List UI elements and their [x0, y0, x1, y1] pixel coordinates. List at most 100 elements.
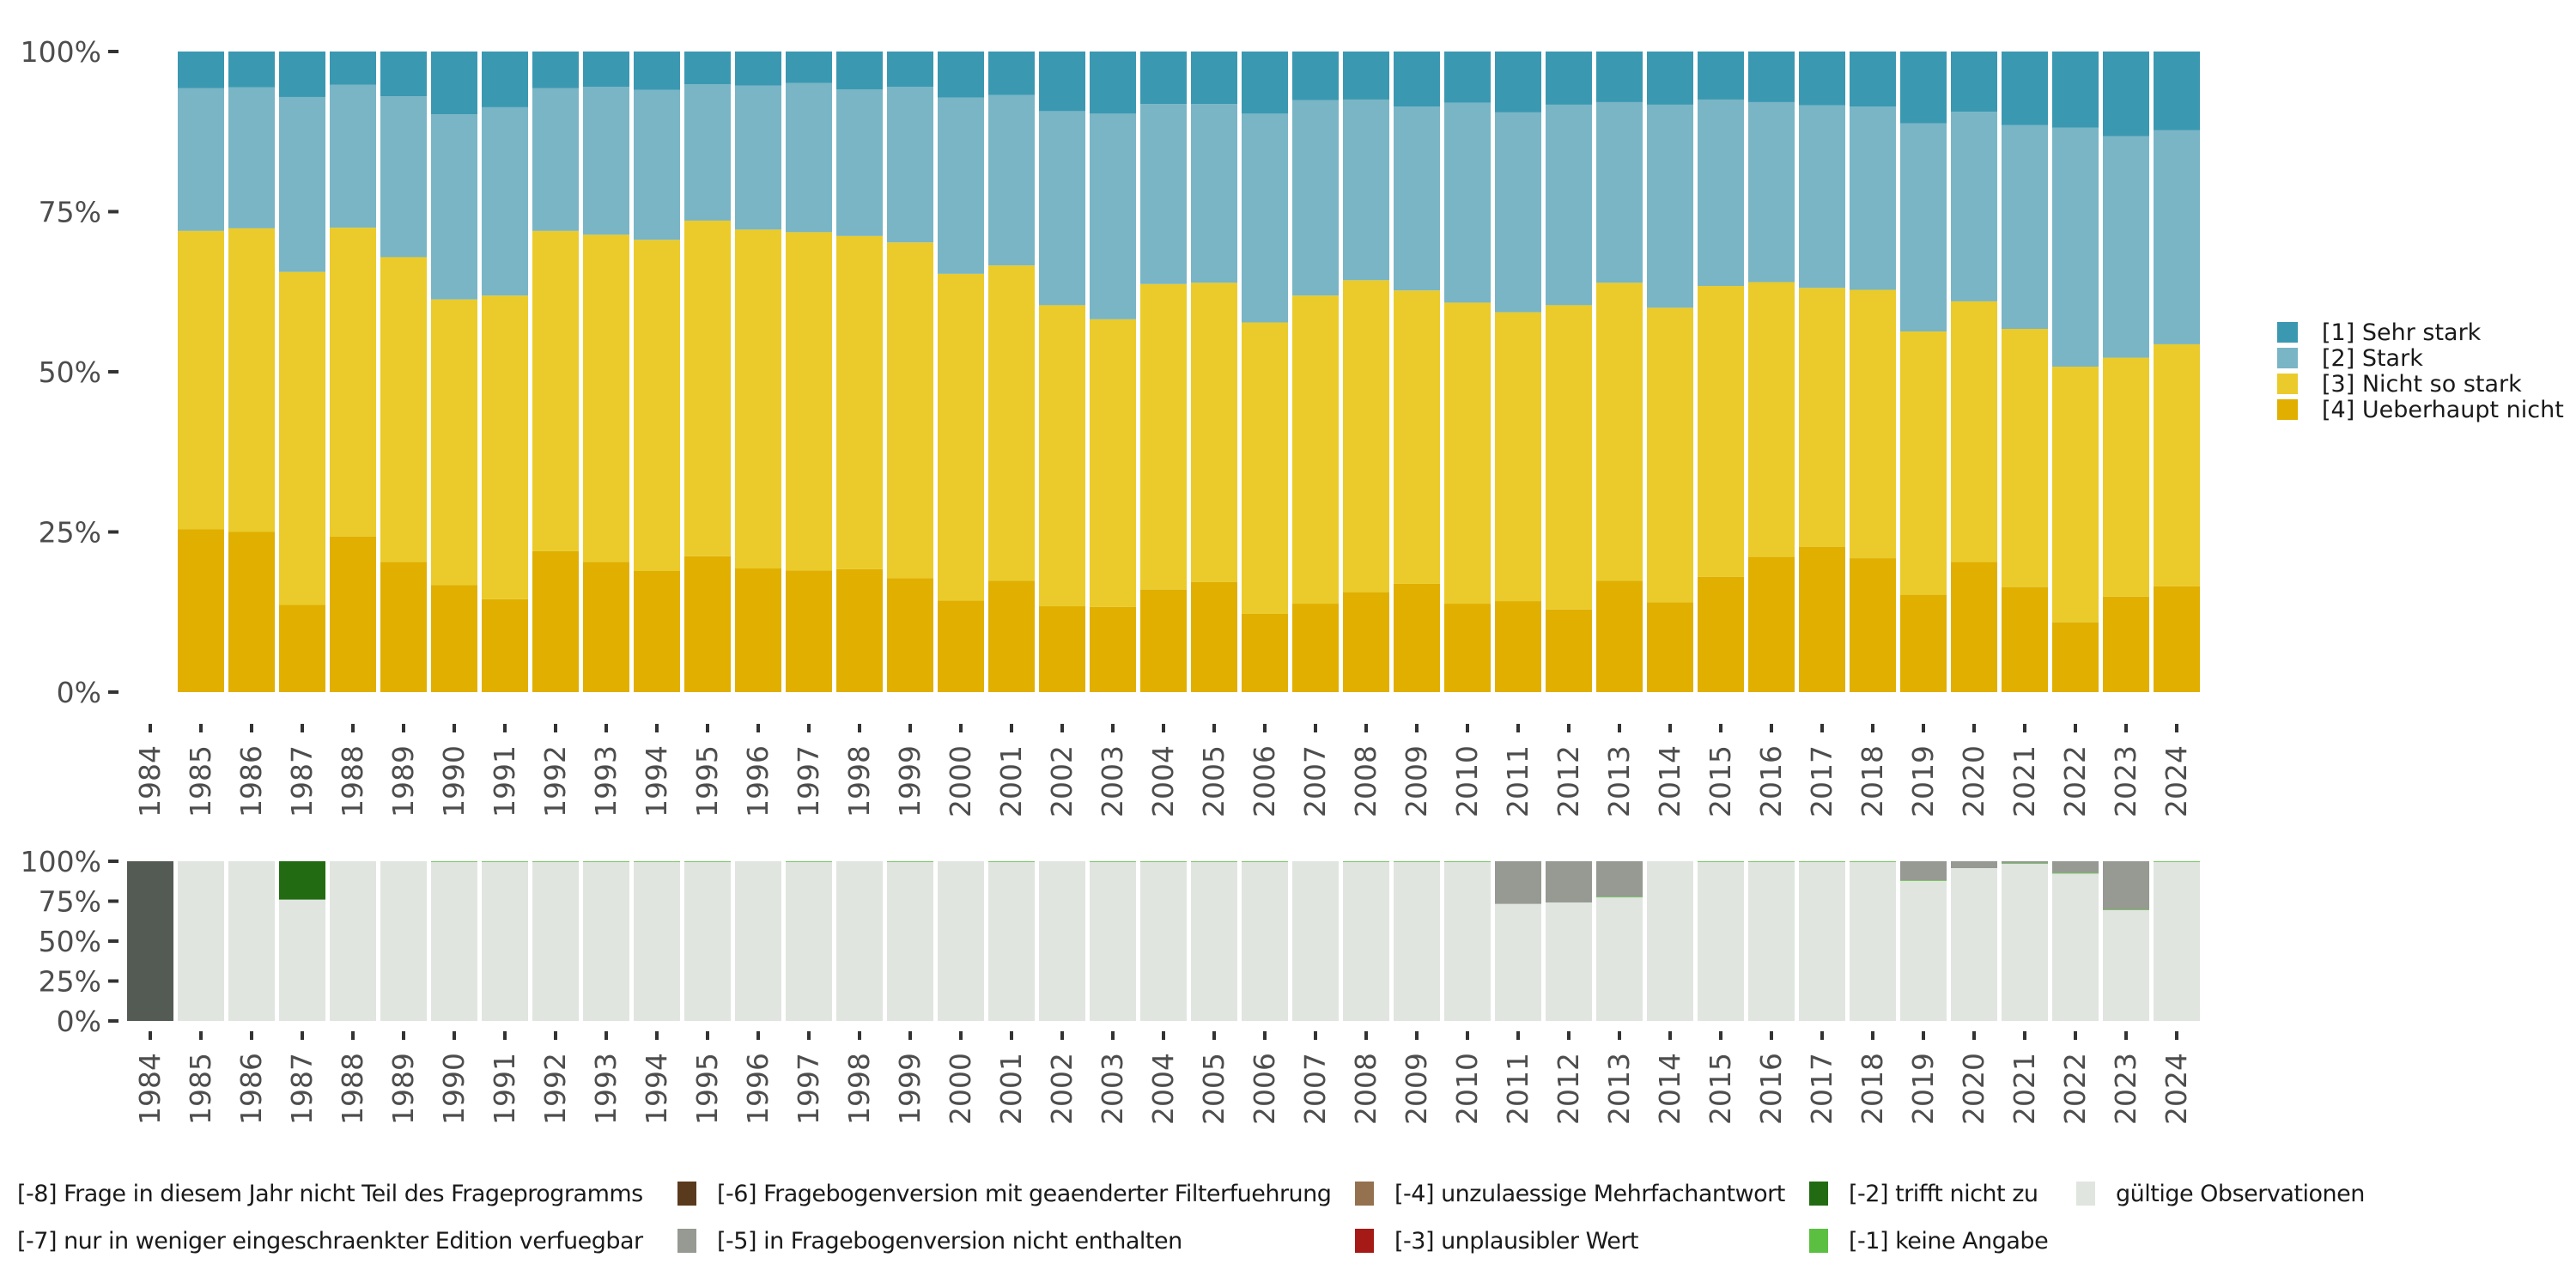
missing-bar-segment — [532, 861, 579, 862]
main-bar-segment — [2103, 136, 2149, 358]
missing-bar-segment — [1090, 861, 1136, 1021]
missing-bar-segment — [1546, 902, 1592, 1021]
missing-bar-segment — [735, 861, 781, 1021]
main-bar-segment — [532, 230, 579, 551]
missing-bar-segment — [1799, 861, 1845, 1021]
main-bar-segment — [1090, 606, 1136, 692]
legend-swatch — [2277, 348, 2298, 368]
legend-item-minus3: [-3] unplausibler Wert — [1355, 1224, 1639, 1258]
missing-legend: [-8] Frage in diesem Jahr nicht Teil des… — [0, 1176, 2576, 1271]
missing-bar-segment — [938, 861, 984, 1021]
missing-x-tick-label: 2014 — [1653, 1053, 1686, 1125]
missing-bar-segment — [279, 861, 325, 900]
missing-bar-segment — [380, 861, 427, 1021]
missing-x-tick-label: 1998 — [842, 1053, 876, 1125]
missing-x-axis: 1984 1985 1986 1987 1988 1989 1990 1991 1992 1993… — [133, 1031, 2193, 1125]
main-x-tick-label: 2008 — [1349, 745, 1382, 817]
main-bar-segment — [330, 52, 376, 85]
main-bar-segment — [1951, 562, 1997, 692]
main-bar-segment — [1596, 580, 1643, 692]
main-bar-segment — [1292, 100, 1339, 296]
main-bar-segment — [1748, 52, 1795, 102]
main-bar-segment — [1850, 289, 1896, 559]
main-bar-segment — [2103, 52, 2149, 137]
main-bar-segment — [786, 570, 832, 692]
missing-bar-segment — [2052, 872, 2099, 874]
missing-bar-segment — [1951, 861, 1997, 868]
main-bar-segment — [735, 568, 781, 692]
main-bar-segment — [988, 265, 1035, 581]
missing-bar-segment — [1191, 861, 1237, 862]
missing-bar-segment — [1394, 861, 1440, 1021]
missing-bar-segment — [1951, 867, 1997, 1021]
missing-x-tick-label: 2015 — [1704, 1053, 1737, 1125]
main-bar-segment — [532, 88, 579, 231]
legend-swatch — [677, 1229, 696, 1253]
main-bar-segment — [938, 52, 984, 98]
main-bar-segment — [1900, 331, 1947, 595]
main-bar-segment — [1900, 123, 1947, 332]
missing-bar-segment — [2154, 861, 2200, 1021]
legend-item-valid: gültige Observationen — [2076, 1176, 2365, 1211]
missing-x-tick-label: 2019 — [1906, 1053, 1940, 1125]
missing-bar-segment — [684, 861, 731, 1021]
main-x-tick-label: 1998 — [842, 745, 876, 817]
missing-bar-segment — [1900, 880, 1947, 1021]
missing-y-tick-label: 100% — [21, 845, 101, 878]
main-bar-segment — [482, 295, 528, 599]
main-bar-segment — [1242, 113, 1288, 323]
main-bar-segment — [1546, 305, 1592, 610]
missing-bar-segment — [1444, 861, 1491, 862]
legend-label: [3] Nicht so stark — [2322, 370, 2522, 398]
main-bar-segment — [583, 562, 629, 692]
main-bar-segment — [938, 97, 984, 274]
missing-x-tick-label: 1988 — [336, 1053, 369, 1125]
missing-x-tick-label: 1994 — [640, 1053, 673, 1125]
main-x-tick-label: 2006 — [1248, 745, 1281, 817]
main-x-tick-label: 2002 — [1045, 745, 1078, 817]
main-bar-segment — [634, 52, 680, 90]
missing-x-tick-label: 1995 — [690, 1053, 724, 1125]
main-bar-segment — [1292, 604, 1339, 692]
main-bars — [178, 52, 2200, 692]
missing-bar-segment — [2103, 909, 2149, 910]
missing-bar-segment — [2103, 909, 2149, 1021]
legend-swatch — [2277, 399, 2298, 420]
main-bar-segment — [1039, 606, 1085, 692]
legend-item-minus8: [-8] Frage in diesem Jahr nicht Teil des… — [17, 1176, 643, 1211]
main-x-tick-label: 2021 — [2008, 745, 2041, 817]
missing-x-tick-label: 2018 — [1856, 1053, 1889, 1125]
missing-x-tick-label: 1985 — [184, 1053, 217, 1125]
missing-bars — [127, 861, 2200, 1021]
missing-bar-segment — [887, 861, 933, 862]
missing-x-tick-label: 2005 — [1197, 1053, 1230, 1125]
missing-bar-segment — [1292, 861, 1339, 1021]
main-x-tick-label: 2023 — [2109, 745, 2142, 817]
main-bar-segment — [887, 87, 933, 243]
main-x-tick-label: 1993 — [589, 745, 623, 817]
missing-bar-segment — [482, 861, 528, 1021]
missing-bar-segment — [1039, 861, 1085, 1021]
missing-bar-segment — [1495, 861, 1541, 904]
missing-x-tick-label: 2008 — [1349, 1053, 1382, 1125]
main-bar-segment — [228, 532, 275, 692]
main-y-tick-label: 100% — [21, 35, 101, 69]
main-x-tick-label: 2011 — [1501, 745, 1534, 817]
missing-bar-segment — [279, 899, 325, 1021]
missing-bar-segment — [634, 861, 680, 862]
legend-label: [1] Sehr stark — [2322, 319, 2482, 346]
main-bar-segment — [380, 52, 427, 97]
main-bar-segment — [634, 89, 680, 240]
main-bar-segment — [1140, 104, 1187, 284]
main-bar-segment — [1698, 576, 1744, 692]
main-bar-segment — [1647, 52, 1693, 105]
missing-x-tick-label: 2016 — [1754, 1053, 1788, 1125]
missing-bar-segment — [330, 861, 376, 1021]
main-bar-segment — [532, 52, 579, 88]
main-bar-segment — [684, 220, 731, 556]
main-x-tick-label: 2007 — [1298, 745, 1332, 817]
main-bar-segment — [279, 96, 325, 272]
main-bar-segment — [1850, 106, 1896, 290]
missing-y-tick-label: 25% — [39, 965, 101, 999]
missing-bar-segment — [1748, 861, 1795, 1021]
